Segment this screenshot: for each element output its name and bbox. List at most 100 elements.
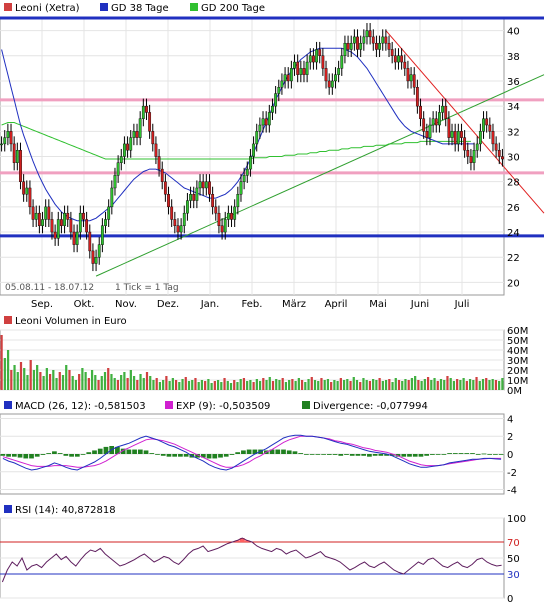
volume-bar — [297, 378, 300, 390]
candle-body — [494, 143, 498, 151]
candle-body — [378, 42, 381, 50]
volume-bar — [488, 380, 491, 390]
candle-body — [201, 181, 205, 189]
volume-bar — [352, 377, 355, 390]
volume-bar — [226, 381, 229, 390]
candle-body — [393, 55, 397, 63]
volume-bar — [100, 376, 103, 390]
candle-body — [198, 181, 202, 189]
candle-body — [327, 80, 331, 88]
volume-bar — [178, 382, 181, 390]
volume-bar — [36, 365, 39, 390]
volume-bar — [84, 372, 87, 390]
candle-body — [145, 105, 148, 113]
volume-bar — [152, 380, 155, 390]
macd-y-tick-label: 4 — [507, 414, 513, 425]
divergence-bar — [298, 453, 304, 454]
candle-body — [381, 36, 385, 44]
volume-bar — [191, 380, 194, 390]
candle-body — [170, 206, 174, 220]
divergence-bar — [155, 454, 160, 455]
candle-body — [289, 68, 293, 82]
volume-bar — [126, 378, 129, 390]
divergence-bar — [286, 450, 292, 454]
candle-body — [261, 118, 265, 126]
month-tick-label: Juli — [454, 299, 470, 310]
price-y-tick-label: 26 — [507, 203, 520, 214]
volume-bar — [246, 381, 249, 390]
candle-body — [375, 42, 378, 50]
volume-bar — [349, 381, 352, 390]
volume-bar — [74, 380, 78, 390]
divergence-bar — [275, 449, 281, 454]
volume-bar — [304, 382, 307, 390]
candle-body — [475, 143, 479, 151]
volume-bar — [449, 378, 452, 390]
volume-bar — [155, 378, 158, 390]
divergence-bar — [309, 454, 315, 455]
divergence-bar — [367, 454, 372, 457]
volume-y-tick-label: 30M — [507, 356, 528, 367]
candle-body — [160, 168, 164, 182]
volume-bar — [320, 378, 323, 390]
candle-body — [460, 131, 463, 138]
volume-bar — [78, 374, 81, 390]
rsi-title: RSI (14): 40,872818 — [15, 505, 116, 516]
volume-bar — [414, 376, 417, 390]
volume-bar — [97, 380, 100, 390]
month-tick-label: Okt. — [74, 299, 95, 310]
divergence-bar — [206, 454, 212, 459]
rsi-y-tick-label: 30 — [507, 570, 520, 581]
month-tick-label: Feb. — [242, 299, 263, 310]
divergence-bar — [475, 454, 481, 455]
divergence-bar — [315, 454, 321, 455]
candle-body — [179, 225, 183, 233]
candle-body — [359, 42, 363, 50]
candle-body — [66, 212, 70, 220]
divergence-bar — [137, 449, 143, 454]
candle-body — [104, 219, 107, 226]
volume-bar — [310, 377, 313, 390]
candle-body — [365, 30, 369, 38]
volume-bar — [123, 372, 126, 390]
candle-body — [53, 231, 57, 239]
candle-body — [242, 175, 246, 182]
candle-body — [208, 181, 211, 195]
volume-bar — [375, 380, 378, 390]
volume-bar — [443, 380, 446, 390]
volume-bar — [336, 381, 339, 390]
candle-body — [456, 131, 460, 145]
rsi-swatch — [4, 505, 12, 513]
divergence-bar — [441, 454, 447, 455]
candle-body — [286, 74, 290, 82]
volume-bar — [391, 382, 394, 390]
volume-bar — [207, 379, 210, 390]
price-trendlines — [95, 30, 545, 277]
divergence-bar — [252, 449, 258, 454]
candle-body — [85, 219, 89, 233]
volume-bar — [430, 380, 433, 390]
volume-bar — [255, 379, 258, 390]
candle-body — [356, 36, 359, 50]
divergence-bar — [424, 454, 430, 456]
candle-body — [453, 131, 457, 145]
volume-bar — [168, 381, 171, 390]
volume-bar — [132, 376, 136, 390]
price-candles — [0, 23, 504, 272]
divergence-bar — [384, 454, 389, 456]
divergence-bar — [74, 454, 80, 457]
date-range: 05.08.11 - 18.07.12 — [5, 283, 94, 293]
volume-bar — [307, 379, 310, 390]
volume-bar — [116, 380, 120, 390]
candle-body — [283, 74, 287, 82]
volume-bar — [158, 382, 162, 390]
candle-body — [447, 118, 451, 138]
rsi-overbought-area — [244, 540, 250, 542]
candle-body — [82, 212, 85, 220]
divergence-bar — [57, 453, 63, 454]
candle-body — [478, 131, 482, 145]
divergence-bar — [97, 448, 103, 454]
macd-legend: MACD (26, 12): -0,581503 — [15, 401, 146, 412]
divergence-bar — [11, 454, 17, 457]
candle-body — [173, 219, 177, 226]
